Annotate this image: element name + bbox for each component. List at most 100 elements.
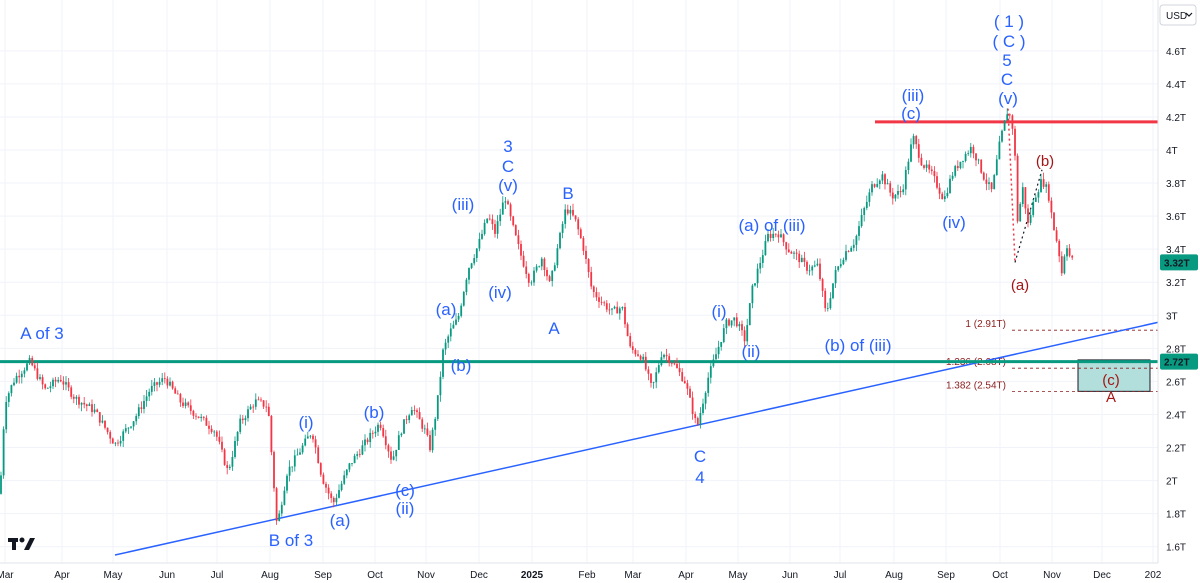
currency-button[interactable]: USD (1159, 4, 1197, 26)
candle-body (54, 379, 57, 382)
candle-body (57, 379, 60, 382)
candle-body (699, 412, 702, 425)
candle-body (969, 146, 972, 154)
candle-body (634, 349, 637, 355)
candle-body (72, 396, 75, 399)
candle-body (507, 201, 509, 205)
candle-body (436, 395, 439, 419)
x-tick-label: 202 (1145, 570, 1162, 581)
candle-body (951, 175, 954, 179)
wave-label-blue: (b) (364, 403, 385, 422)
candle-body (179, 394, 182, 403)
candle-body (117, 442, 119, 444)
candle-body (676, 363, 678, 369)
candle-body (954, 166, 957, 176)
candle-body (1021, 187, 1024, 204)
y-tick-label: 2.8T (1166, 344, 1186, 355)
candle-body (754, 283, 756, 286)
wave-label-blue: (ii) (742, 342, 761, 361)
candle-body (897, 191, 899, 195)
candle-body (366, 439, 369, 443)
candle-body (657, 365, 660, 373)
candle-body (228, 466, 231, 468)
candle-body (124, 428, 127, 432)
level-price-label: 2.72T (1164, 358, 1190, 369)
candle-body (109, 432, 112, 439)
candle-body (1011, 115, 1014, 129)
x-tick-label: Feb (578, 570, 596, 581)
candle-body (358, 454, 361, 455)
candle-body (829, 298, 832, 309)
candle-body (28, 358, 31, 364)
candle-body (517, 235, 520, 245)
candle-body (119, 440, 122, 444)
candle-body (938, 187, 941, 194)
candle-body (348, 463, 351, 470)
y-tick-label: 3.8T (1166, 179, 1186, 190)
candle-body (694, 414, 697, 419)
candle-body (852, 244, 855, 248)
candle-body (166, 378, 169, 386)
candle-body (756, 268, 759, 284)
candle-body (930, 169, 933, 172)
candle-body (819, 263, 821, 280)
candle-body (876, 184, 879, 187)
candle-body (795, 252, 798, 254)
wave-label-blue: C (502, 157, 514, 176)
candle-body (535, 266, 538, 271)
wave-label-red: A (1106, 389, 1116, 406)
wave-label-blue: (a) of (iii) (738, 216, 805, 235)
wave-label-blue: (c) (395, 481, 415, 500)
candle-body (351, 463, 353, 464)
candle-body (759, 262, 762, 269)
candle-body (772, 233, 775, 239)
candle-body (569, 209, 572, 214)
candle-body (863, 208, 866, 216)
candle-body (899, 191, 902, 193)
candle-body (787, 249, 790, 252)
x-tick-label: May (104, 570, 123, 581)
candle-body (62, 381, 65, 385)
candle-body (33, 365, 36, 369)
candle-body (717, 346, 720, 355)
candle-body (262, 400, 265, 407)
candle-body (572, 209, 574, 216)
x-tick-label: Mar (0, 570, 14, 581)
candle-body (1037, 192, 1040, 198)
candle-body (1027, 208, 1029, 223)
candle-body (1063, 256, 1066, 274)
candle-body (171, 381, 174, 389)
time-axis[interactable]: Mar Apr May Jun Jul Aug Sep Oct Nov Dec 2025 Feb Mar… (0, 562, 1162, 581)
y-tick-label: 3.2T (1166, 278, 1186, 289)
candle-body (140, 407, 143, 409)
candle-body (715, 354, 717, 360)
wave-label-red: (a) (1011, 277, 1029, 294)
candle-body (920, 157, 923, 166)
candle-body (1024, 187, 1027, 209)
candle-body (865, 201, 868, 209)
candle-body (681, 372, 684, 382)
price-axis[interactable]: 4.6T 4.4T 4.2T 4T 3.8T 3.6T 3.4T 3.2T 3T 2.8T 2.6T… (1157, 0, 1200, 583)
candle-body (2, 429, 5, 476)
currency-label: USD (1166, 11, 1187, 22)
candle-body (761, 255, 764, 263)
candle-body (889, 183, 892, 193)
tradingview-logo[interactable] (8, 537, 35, 551)
candle-body (806, 261, 808, 271)
candle-body (309, 435, 312, 437)
x-tick-label: Jul (211, 570, 224, 581)
candle-body (743, 330, 746, 342)
candle-body (10, 385, 13, 394)
candle-body (647, 369, 650, 374)
candle-body (390, 451, 392, 460)
candle-body (837, 266, 840, 270)
candle-body (39, 377, 41, 379)
candle-body (751, 285, 754, 304)
candle-body (520, 244, 522, 256)
candle-body (93, 409, 96, 413)
candle-body (473, 258, 476, 264)
candle-body (907, 161, 910, 171)
candle-body (426, 428, 429, 436)
candle-body (592, 286, 595, 293)
